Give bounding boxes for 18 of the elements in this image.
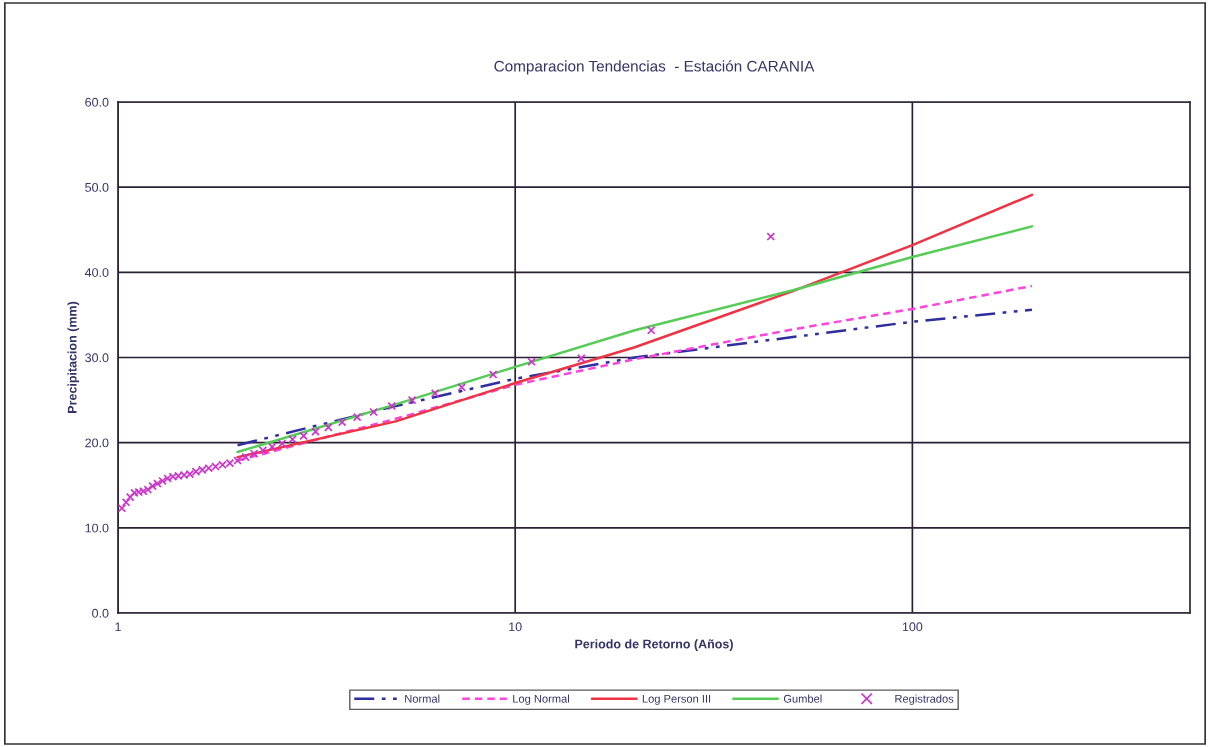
legend-label: Registrados xyxy=(895,694,954,705)
y-tick-label: 30.0 xyxy=(85,353,109,363)
chart-title: Comparacion Tendencias - Estación CARANIA xyxy=(494,60,815,75)
legend-label: Log Normal xyxy=(513,694,569,705)
y-tick-label: 40.0 xyxy=(84,268,109,277)
y-tick-label: 60.0 xyxy=(85,97,109,107)
legend-label: Gumbel xyxy=(783,694,822,703)
y-tick-label: 50.0 xyxy=(85,182,109,192)
legend-label: Log Person III xyxy=(642,694,711,705)
y-tick-label: 0.0 xyxy=(92,608,109,618)
x-tick-label: 100 xyxy=(902,622,923,632)
x-tick-label: 10 xyxy=(509,622,522,632)
legend-label: Normal xyxy=(405,694,440,703)
x-tick-label: 1 xyxy=(115,622,121,632)
y-tick-label: 10.0 xyxy=(85,523,109,533)
y-tick-label: 20.0 xyxy=(85,438,109,448)
x-axis-title: Periodo de Retorno (Años) xyxy=(575,639,733,651)
y-axis-title: Precipitacion (mm) xyxy=(67,301,80,413)
